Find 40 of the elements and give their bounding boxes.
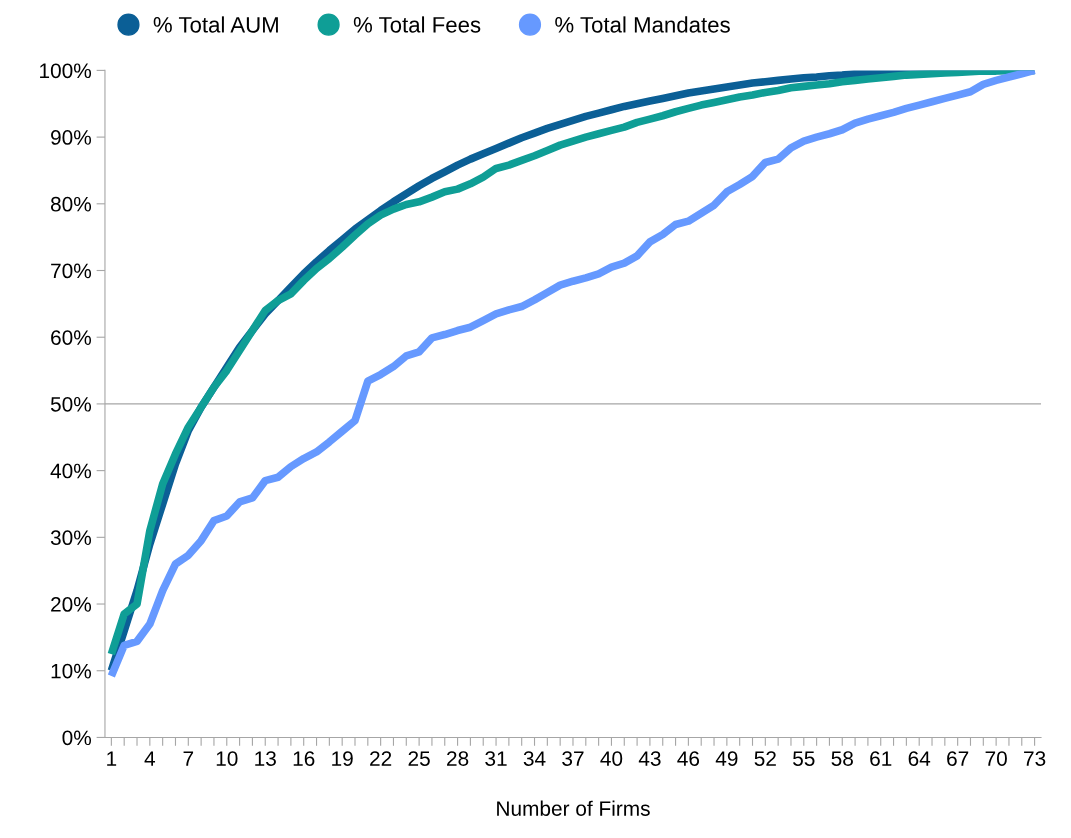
x-tick-label: 7	[183, 751, 194, 766]
x-tick-label: 43	[638, 751, 661, 766]
y-tick-label: 10%	[51, 663, 92, 679]
x-tick-label: 73	[1024, 751, 1046, 766]
x-tick-label: 37	[562, 751, 584, 766]
x-tick-label: 70	[985, 751, 1007, 766]
legend-label: % Total AUM	[153, 16, 278, 33]
x-tick-label: 4	[144, 751, 156, 766]
y-tick-label: 70%	[51, 263, 92, 279]
x-tick-label: 40	[600, 751, 623, 766]
y-tick-label: 20%	[51, 597, 92, 612]
y-tick-label: 80%	[50, 196, 92, 212]
x-tick-label: 55	[793, 751, 815, 766]
x-tick-label: 1	[107, 751, 117, 766]
y-tick-label: 100%	[40, 63, 92, 79]
y-tick-label: 90%	[51, 130, 92, 145]
x-tick-label: 13	[255, 751, 276, 766]
x-tick-label: 28	[447, 751, 469, 766]
x-axis-title: Number of Firms	[497, 800, 650, 816]
x-tick-label: 64	[908, 751, 931, 766]
x-tick-label: 58	[831, 751, 853, 766]
y-tick-label: 30%	[50, 530, 92, 546]
x-tick-label: 67	[947, 751, 969, 766]
y-tick-label: 60%	[51, 330, 92, 345]
x-tick-label: 31	[485, 751, 507, 766]
y-tick-label: 0%	[62, 730, 92, 746]
y-tick-label: 50%	[50, 396, 92, 412]
x-tick-label: 16	[293, 751, 315, 766]
legend-label: % Total Fees	[353, 16, 481, 33]
legend-label: % Total Mandates	[555, 16, 730, 33]
x-tick-label: 34	[523, 751, 546, 766]
x-tick-label: 10	[216, 751, 238, 766]
x-tick-label: 49	[715, 751, 738, 766]
x-tick-label: 61	[870, 751, 892, 766]
x-tick-label: 22	[370, 751, 392, 766]
y-tick-label: 40%	[50, 463, 92, 479]
x-tick-label: 19	[332, 751, 353, 766]
x-tick-label: 25	[408, 751, 430, 766]
x-tick-label: 52	[754, 751, 776, 766]
x-tick-label: 46	[677, 751, 700, 766]
